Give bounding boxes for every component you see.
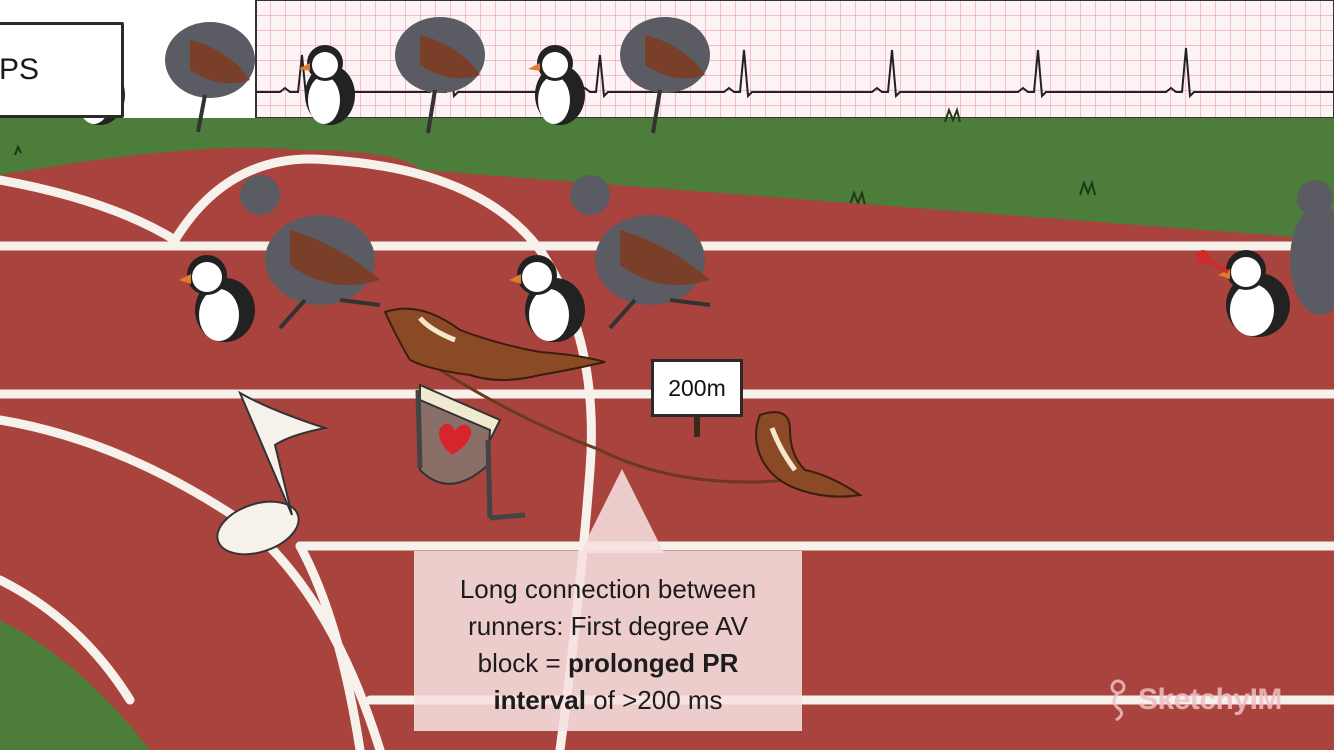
puffin bbox=[1218, 250, 1290, 337]
logo-text: SketchyIM bbox=[1138, 683, 1282, 716]
puffin bbox=[179, 255, 255, 342]
quail bbox=[570, 175, 711, 330]
caption-line-4-suffix: of >200 ms bbox=[585, 685, 723, 715]
grass-corner bbox=[0, 620, 150, 750]
quail bbox=[1290, 180, 1334, 315]
quail bbox=[165, 22, 255, 133]
puffin bbox=[298, 45, 355, 125]
baton bbox=[1201, 255, 1230, 274]
leaping-weasel bbox=[383, 307, 606, 381]
connection-leash bbox=[439, 368, 791, 484]
grass-tufts bbox=[14, 106, 1096, 206]
quail bbox=[395, 17, 485, 134]
top-left-sign: PS bbox=[0, 22, 124, 118]
caption-pointer bbox=[580, 469, 664, 553]
caption-line-3-prefix: block = bbox=[477, 648, 568, 678]
sketchy-logo-icon bbox=[1110, 679, 1126, 722]
heart-icon bbox=[439, 423, 472, 455]
distance-sign: 200m bbox=[651, 359, 743, 417]
caption-line-4: interval of >200 ms bbox=[424, 682, 792, 719]
puffin bbox=[528, 45, 585, 125]
lying-weasel bbox=[755, 411, 863, 498]
distance-sign-text: 200m bbox=[668, 374, 726, 401]
quail bbox=[620, 17, 710, 134]
caption-line-1: Long connection between bbox=[459, 574, 757, 604]
caption-box: Long connection between runners: First d… bbox=[414, 551, 802, 731]
caption-line-2: runners: First degree AV bbox=[468, 611, 748, 641]
top-sign-text: PS bbox=[0, 53, 40, 86]
caption-line-3: block = prolonged PR bbox=[424, 645, 792, 682]
caption-line-4-bold: interval bbox=[493, 685, 586, 715]
puffin bbox=[509, 255, 585, 342]
track-runners bbox=[179, 175, 1334, 342]
sketchy-logo: SketchyIM bbox=[1104, 678, 1282, 722]
quail bbox=[240, 175, 381, 330]
caption-line-3-bold: prolonged PR bbox=[567, 648, 739, 678]
music-note-icon bbox=[216, 390, 329, 556]
lane-lines bbox=[0, 154, 1334, 750]
hurdle bbox=[415, 383, 526, 521]
